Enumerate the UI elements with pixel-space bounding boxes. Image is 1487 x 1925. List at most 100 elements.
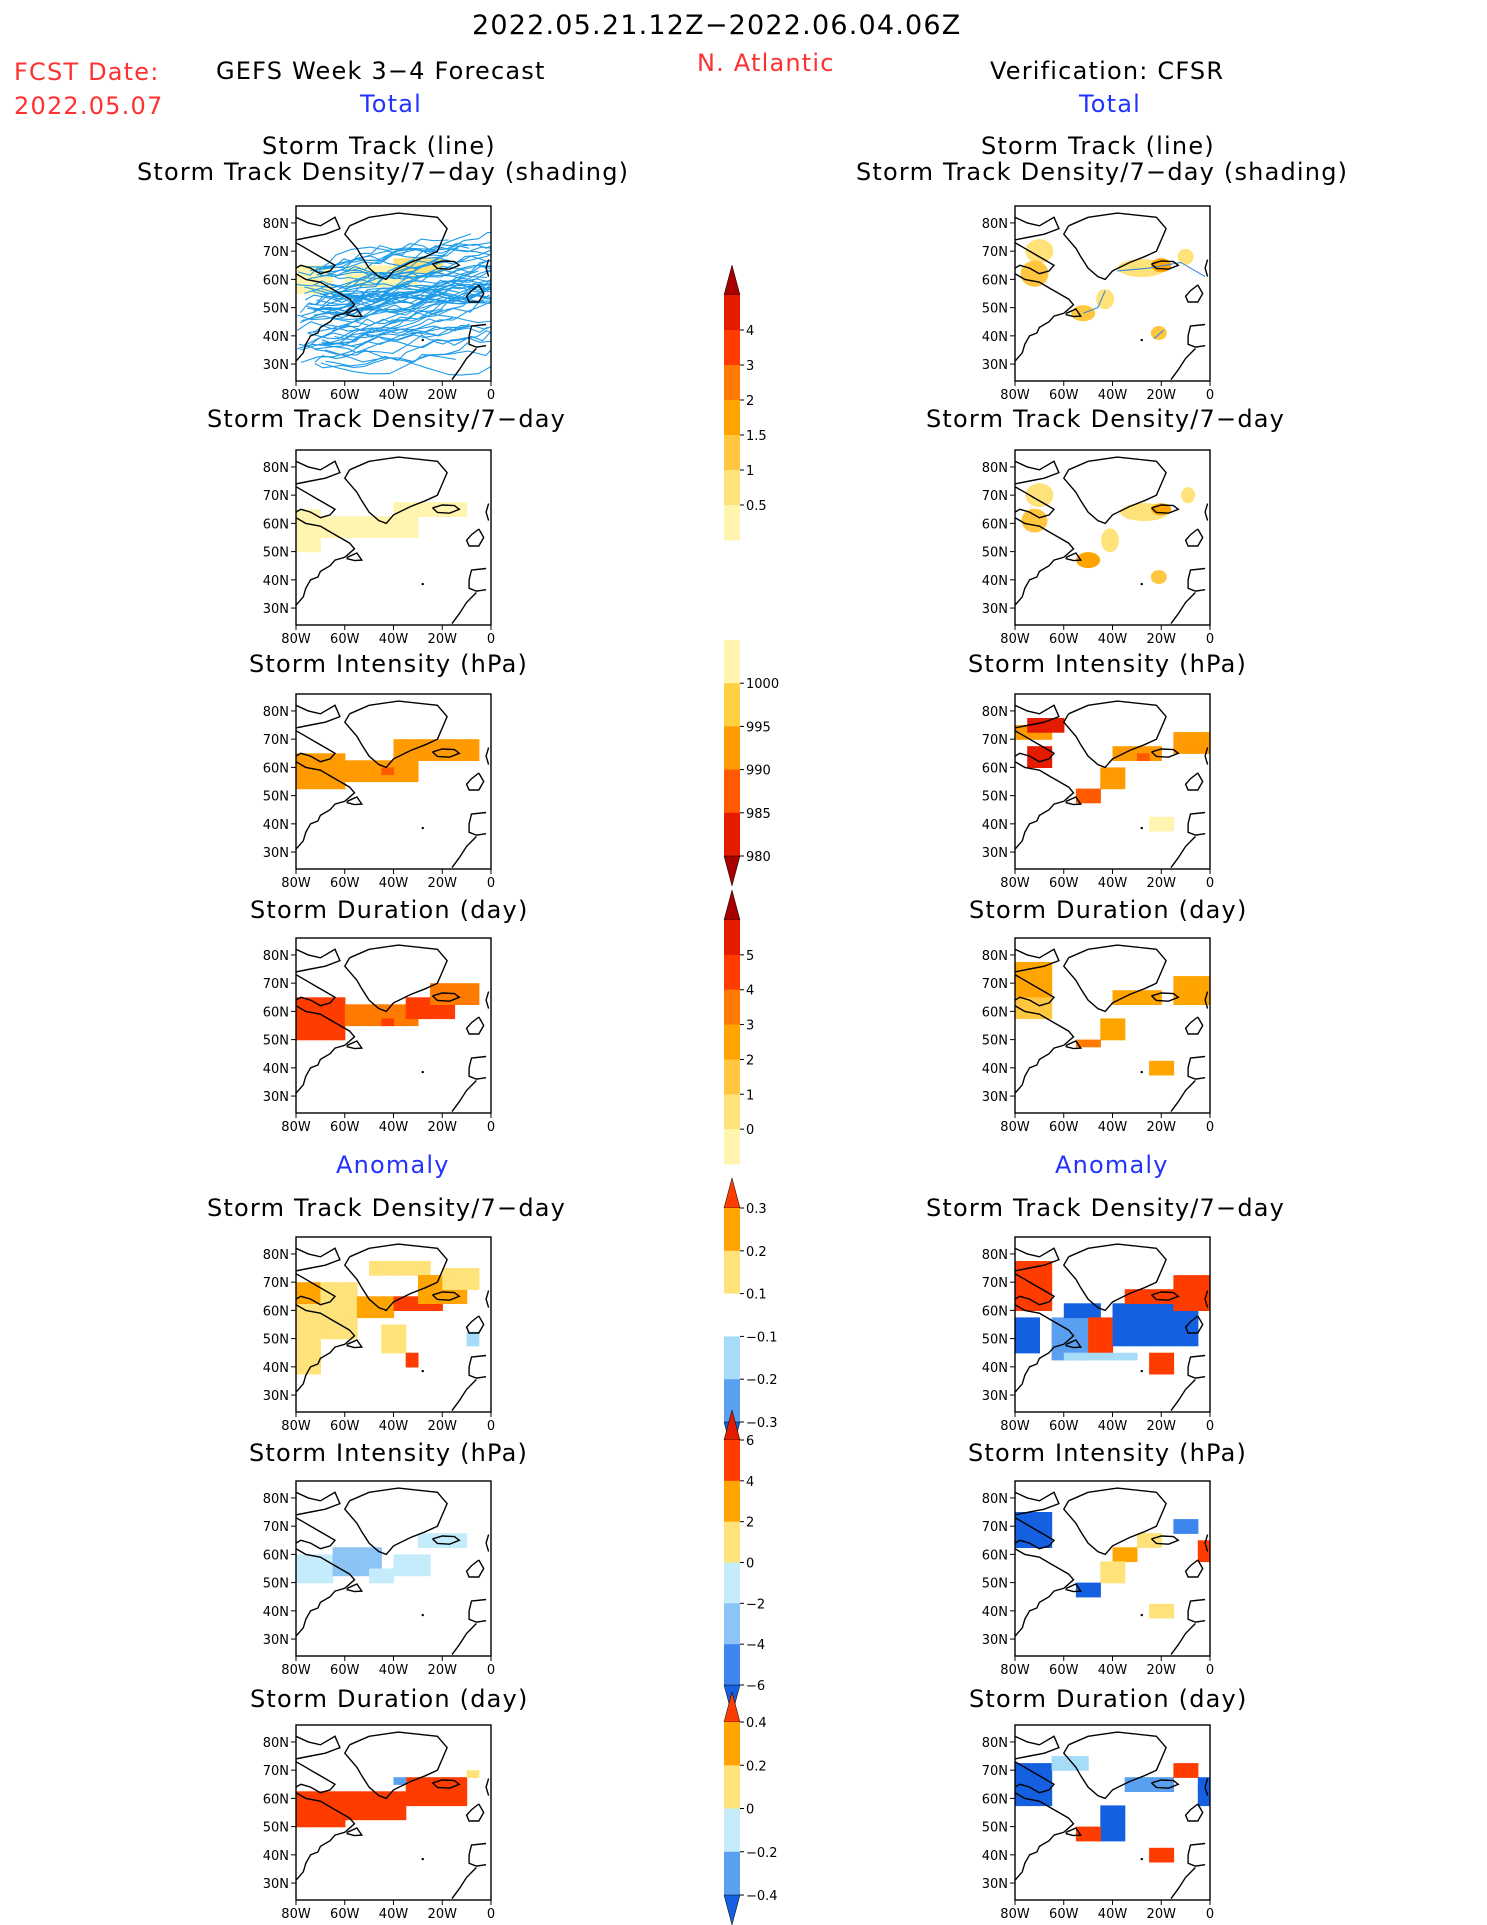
coastline [1015, 761, 1075, 850]
storm-track [301, 290, 491, 317]
grid-cell [308, 753, 321, 761]
grid-cell [1027, 760, 1040, 768]
colorbar-segment [724, 1208, 740, 1252]
lat-label: 60N [982, 1304, 1008, 1319]
grid-cell [417, 1791, 431, 1799]
grid-cell [405, 279, 419, 288]
grid-cell [320, 767, 334, 776]
grid-cell [296, 1575, 309, 1584]
grid-cell [1039, 1275, 1053, 1283]
coastline [485, 747, 490, 765]
coastline [432, 1535, 461, 1545]
storm-track [314, 259, 438, 276]
grid-cell [1112, 1568, 1126, 1577]
grid-cell [332, 1025, 346, 1034]
grid-cell [1197, 732, 1210, 740]
grid-cell [344, 1303, 358, 1311]
grid-cell [308, 1791, 321, 1799]
grid-cell [369, 760, 382, 768]
title-track-shading-fcst: Storm Track Density/7−day (shading) [137, 158, 630, 186]
lon-label: 0 [1206, 388, 1214, 403]
coastline [296, 1304, 356, 1393]
grid-cell [454, 746, 468, 754]
storm-track [313, 279, 491, 311]
lon-label: 80W [281, 1907, 311, 1922]
grid-cell [1100, 1018, 1114, 1027]
grid-cell [381, 760, 395, 768]
grid-cell [308, 1805, 321, 1814]
lon-label: 20W [1147, 1907, 1177, 1922]
grid-cell [1197, 1791, 1210, 1799]
lon-label: 60W [330, 1419, 360, 1434]
grid-cell [308, 1324, 321, 1333]
island [1140, 1613, 1143, 1617]
colorbar-tick-label: 0 [746, 1803, 754, 1818]
grid-cell [332, 1798, 346, 1807]
grid-cell [308, 1025, 321, 1034]
storm-track [321, 301, 491, 348]
grid-cell [296, 1331, 309, 1340]
grid-cell [405, 272, 419, 280]
grid-cell [1197, 1303, 1210, 1311]
grid-cell [1112, 1324, 1126, 1333]
grid-cell [332, 1561, 346, 1570]
colorbar-tick-label: 995 [746, 720, 771, 735]
colorbar-segment [724, 1521, 740, 1563]
colorbar-tick-label: 0.5 [746, 499, 767, 514]
grid-cell [296, 1289, 309, 1297]
grid-cell [1027, 1317, 1040, 1326]
grid-cell [1149, 1338, 1162, 1347]
coastline [432, 260, 461, 270]
grid-cell [308, 530, 321, 539]
grid-cell [1112, 1338, 1126, 1347]
grid-cell [1100, 1032, 1114, 1041]
lat-label: 70N [982, 977, 1008, 992]
coastline [451, 1379, 477, 1412]
lat-label: 50N [982, 1821, 1008, 1836]
grid-cell [369, 516, 382, 524]
coastline [1151, 1779, 1180, 1789]
lat-label: 30N [263, 846, 289, 861]
lat-label: 50N [263, 790, 289, 805]
grid-cell [430, 983, 443, 991]
grid-cell [1173, 746, 1187, 754]
coastline [468, 1354, 487, 1379]
grid-cell [454, 1289, 468, 1297]
grid-cell [1161, 816, 1175, 825]
storm-track [296, 260, 491, 290]
grid-cell [332, 760, 346, 768]
coastline [296, 1735, 341, 1760]
grid-cell [344, 1554, 358, 1563]
grid-cell [1039, 760, 1053, 768]
coastline [346, 552, 364, 562]
grid-cell [1015, 1296, 1028, 1304]
grid-cell [308, 1798, 321, 1807]
grid-cell [405, 1784, 419, 1792]
lon-label: 80W [1000, 1419, 1030, 1434]
grid-cell [296, 1282, 309, 1290]
colorbar-tick-label: 0.4 [746, 1716, 767, 1731]
grid-cell [332, 1805, 346, 1814]
coastline [296, 216, 341, 241]
lon-label: 60W [330, 1663, 360, 1678]
lon-label: 0 [1206, 1120, 1214, 1135]
grid-cell [1185, 1338, 1199, 1347]
lat-label: 70N [982, 1276, 1008, 1291]
grid-cell [1136, 1777, 1150, 1785]
coastline [1015, 1273, 1056, 1306]
colorbar-tick-label: −0.2 [746, 1373, 778, 1388]
grid-cell [356, 1303, 370, 1311]
lat-label: 60N [982, 517, 1008, 532]
grid-cell [1015, 976, 1028, 984]
grid-cell [320, 1011, 334, 1020]
lon-label: 0 [1206, 632, 1214, 647]
grid-cell [1149, 1847, 1162, 1856]
grid-cell [296, 279, 309, 288]
panel-intensity-fcst: 80N 70N 60N 50N 40N 30N 80W 60W 40W 20W 0 [263, 693, 495, 891]
grid-cell [356, 760, 370, 768]
grid-cell [381, 1018, 395, 1027]
storm-track [312, 269, 491, 296]
coastline [1015, 486, 1056, 519]
lat-label: 70N [263, 1276, 289, 1291]
coastline [432, 504, 461, 514]
